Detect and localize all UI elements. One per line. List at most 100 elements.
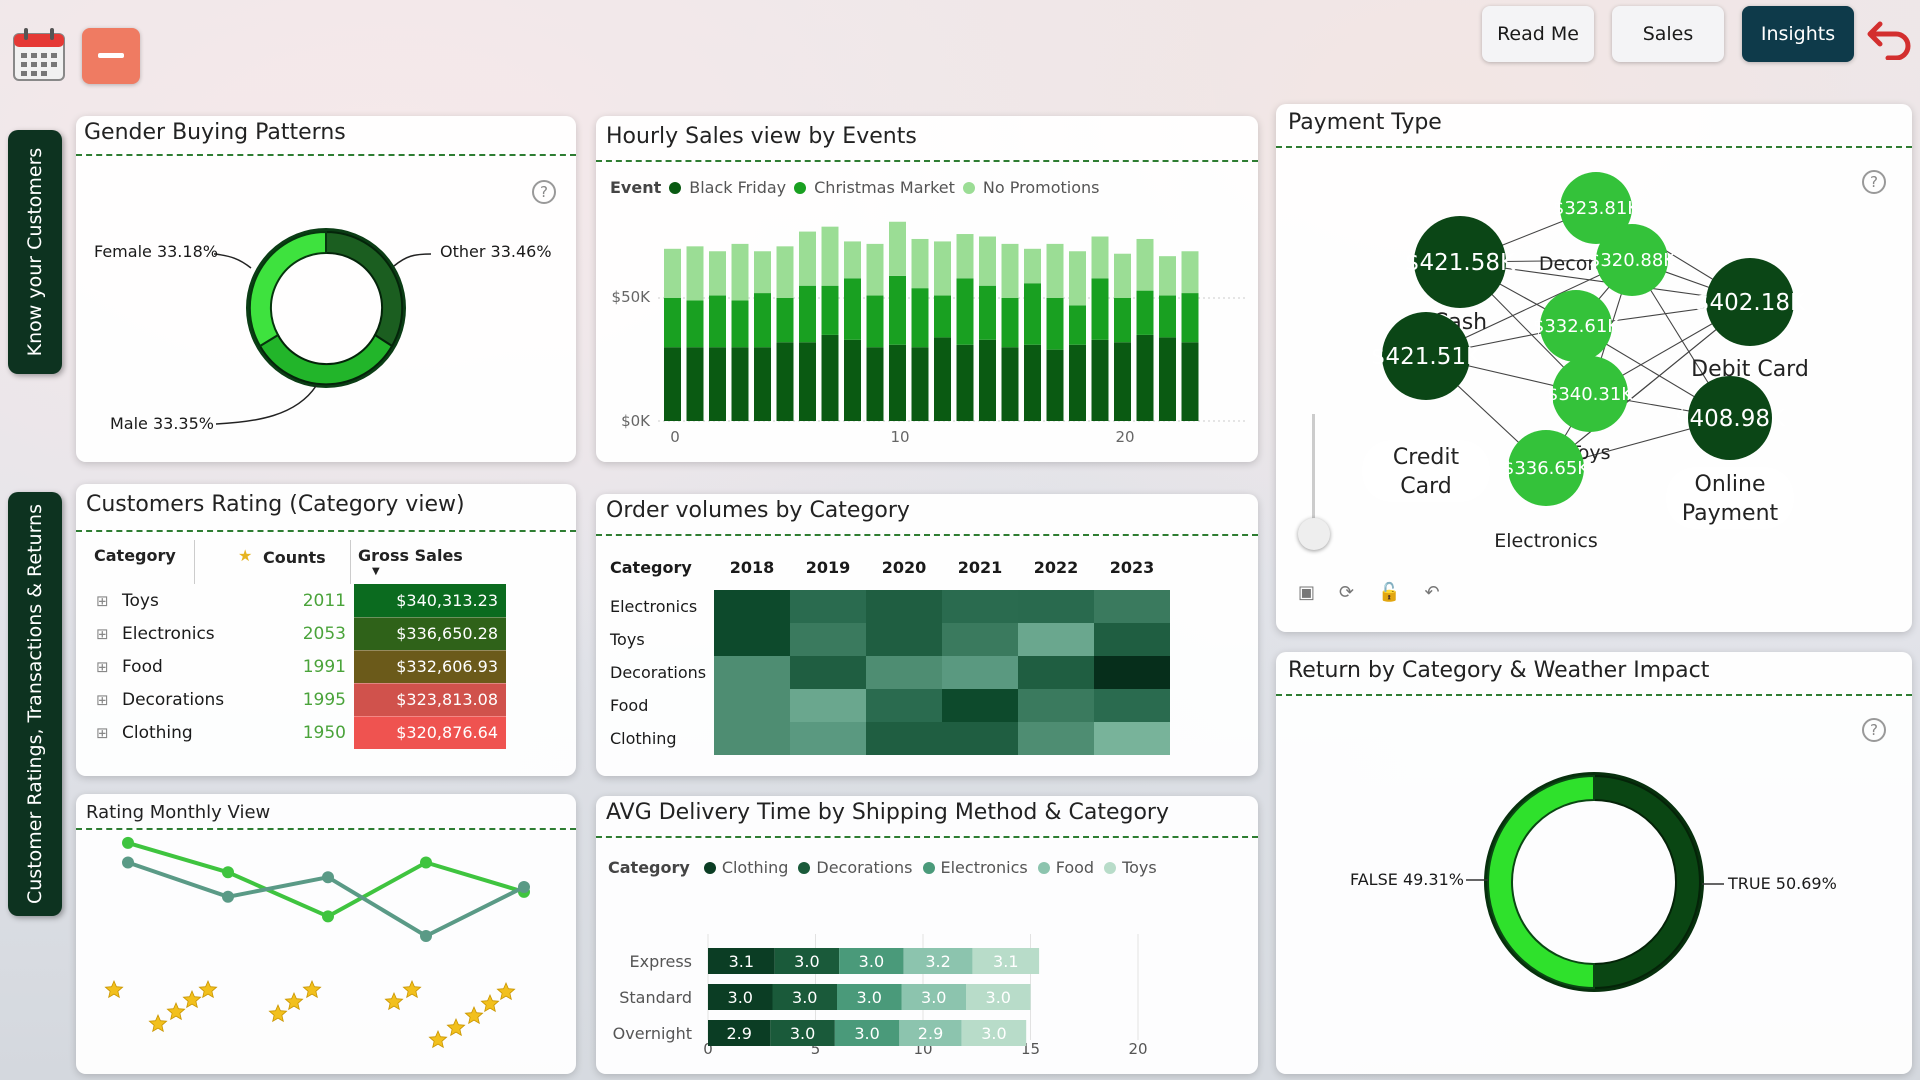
- heatmap-cell[interactable]: [790, 623, 866, 656]
- heatmap-cell[interactable]: [1018, 689, 1094, 722]
- bar-no-promotions-16[interactable]: [1024, 248, 1041, 284]
- bar-no-promotions-4[interactable]: [754, 251, 771, 294]
- heatmap-cell[interactable]: [1094, 590, 1170, 623]
- col-gross-sales[interactable]: Gross Sales: [358, 546, 463, 565]
- rating-point[interactable]: [122, 856, 134, 869]
- bar-black-friday-19[interactable]: [1091, 339, 1109, 421]
- col-counts[interactable]: Counts: [263, 548, 326, 567]
- legend-christmas-market[interactable]: Christmas Market: [814, 178, 955, 197]
- payment-node[interactable]: [1688, 376, 1772, 460]
- payment-node[interactable]: [1552, 356, 1628, 432]
- back-arrow-icon[interactable]: [1866, 14, 1916, 61]
- bar-no-promotions-6[interactable]: [799, 231, 816, 286]
- legend-item[interactable]: Food: [1055, 858, 1095, 877]
- bar-toys-standard[interactable]: [966, 984, 1031, 1010]
- bar-christmas-market-9[interactable]: [866, 295, 884, 348]
- bar-black-friday-22[interactable]: [1159, 337, 1176, 421]
- bar-christmas-market-19[interactable]: [1091, 278, 1109, 340]
- bar-food-express[interactable]: [903, 948, 973, 974]
- bar-food-overnight[interactable]: [899, 1020, 962, 1046]
- calendar-icon[interactable]: [12, 26, 66, 82]
- bar-no-promotions-20[interactable]: [1114, 253, 1131, 298]
- help-icon[interactable]: ?: [1862, 170, 1886, 194]
- bar-black-friday-21[interactable]: [1136, 334, 1154, 421]
- heatmap-cell[interactable]: [790, 590, 866, 623]
- heatmap-cell[interactable]: [1094, 623, 1170, 656]
- heatmap-cell[interactable]: [1018, 590, 1094, 623]
- bar-no-promotions-5[interactable]: [776, 246, 794, 298]
- col-year[interactable]: 2019: [805, 557, 851, 577]
- bar-no-promotions-15[interactable]: [1001, 243, 1019, 298]
- heatmap-cell[interactable]: [866, 590, 942, 623]
- bar-decorations-overnight[interactable]: [770, 1020, 835, 1046]
- bar-christmas-market-7[interactable]: [821, 285, 839, 335]
- bar-clothing-express[interactable]: [708, 948, 775, 974]
- heatmap-cell[interactable]: [1018, 722, 1094, 755]
- rating-point[interactable]: [222, 866, 234, 879]
- bar-christmas-market-20[interactable]: [1114, 298, 1131, 343]
- bar-black-friday-23[interactable]: [1181, 342, 1199, 421]
- expand-icon[interactable]: ⊞: [96, 657, 109, 676]
- bar-christmas-market-22[interactable]: [1159, 295, 1176, 338]
- payment-node[interactable]: [1596, 224, 1668, 296]
- expand-icon[interactable]: ⊞: [96, 624, 109, 643]
- bar-black-friday-14[interactable]: [979, 339, 996, 421]
- legend-item[interactable]: Clothing: [721, 858, 789, 877]
- bar-black-friday-7[interactable]: [821, 334, 839, 421]
- heatmap-cell[interactable]: [790, 689, 866, 722]
- bar-black-friday-12[interactable]: [934, 337, 951, 421]
- bar-no-promotions-17[interactable]: [1046, 243, 1064, 298]
- table-row[interactable]: ⊞ Toys 2011 $340,313.23: [88, 584, 506, 618]
- bar-no-promotions-13[interactable]: [956, 234, 974, 279]
- heatmap-cell[interactable]: [942, 623, 1018, 656]
- col-year[interactable]: 2023: [1109, 557, 1155, 577]
- bar-christmas-market-0[interactable]: [664, 298, 681, 348]
- bar-electronics-overnight[interactable]: [834, 1020, 900, 1046]
- help-icon[interactable]: ?: [1862, 718, 1886, 742]
- table-row[interactable]: ⊞ Food 1991 $332,606.93: [88, 650, 506, 684]
- bar-christmas-market-21[interactable]: [1136, 290, 1154, 335]
- bar-clothing-standard[interactable]: [708, 984, 773, 1010]
- sales-button[interactable]: Sales: [1612, 6, 1724, 62]
- heatmap-cell[interactable]: [942, 722, 1018, 755]
- rating-point[interactable]: [322, 871, 334, 884]
- heatmap-cell[interactable]: [1018, 623, 1094, 656]
- refresh-icon[interactable]: ⟳: [1339, 582, 1355, 603]
- heatmap-cell[interactable]: [866, 623, 942, 656]
- bar-no-promotions-21[interactable]: [1136, 238, 1154, 291]
- bar-black-friday-2[interactable]: [709, 347, 726, 421]
- bar-no-promotions-11[interactable]: [911, 238, 929, 289]
- bar-clothing-overnight[interactable]: [708, 1020, 771, 1046]
- payment-node[interactable]: [1540, 290, 1612, 362]
- heatmap-cell[interactable]: [1018, 656, 1094, 689]
- bar-black-friday-5[interactable]: [776, 342, 794, 421]
- bar-christmas-market-6[interactable]: [799, 285, 816, 343]
- bar-no-promotions-12[interactable]: [934, 241, 951, 296]
- heatmap-cell[interactable]: [942, 656, 1018, 689]
- bar-no-promotions-3[interactable]: [731, 243, 749, 301]
- bar-toys-express[interactable]: [972, 948, 1040, 974]
- bar-no-promotions-18[interactable]: [1069, 251, 1086, 306]
- heatmap-cell[interactable]: [866, 656, 942, 689]
- read-me-button[interactable]: Read Me: [1482, 6, 1594, 62]
- col-year[interactable]: 2021: [957, 557, 1003, 577]
- legend-no-promotions[interactable]: No Promotions: [982, 178, 1100, 197]
- bar-black-friday-1[interactable]: [686, 347, 704, 421]
- col-category[interactable]: Category: [610, 557, 692, 577]
- bar-christmas-market-3[interactable]: [731, 300, 749, 348]
- bar-no-promotions-9[interactable]: [866, 243, 884, 296]
- bar-black-friday-3[interactable]: [731, 347, 749, 421]
- customer-ratings-tab[interactable]: Customer Ratings, Transactions & Returns: [8, 492, 62, 916]
- payment-node[interactable]: [1508, 430, 1584, 506]
- bar-black-friday-9[interactable]: [866, 347, 884, 421]
- bar-christmas-market-17[interactable]: [1046, 298, 1064, 350]
- bar-electronics-express[interactable]: [839, 948, 904, 974]
- zoom-slider-track[interactable]: [1312, 414, 1315, 534]
- rating-point[interactable]: [420, 856, 432, 869]
- bar-no-promotions-22[interactable]: [1159, 256, 1176, 296]
- bar-black-friday-15[interactable]: [1001, 347, 1019, 421]
- heatmap-cell[interactable]: [942, 689, 1018, 722]
- bar-black-friday-17[interactable]: [1046, 349, 1064, 421]
- bar-black-friday-18[interactable]: [1069, 344, 1086, 421]
- bar-christmas-market-5[interactable]: [776, 298, 794, 343]
